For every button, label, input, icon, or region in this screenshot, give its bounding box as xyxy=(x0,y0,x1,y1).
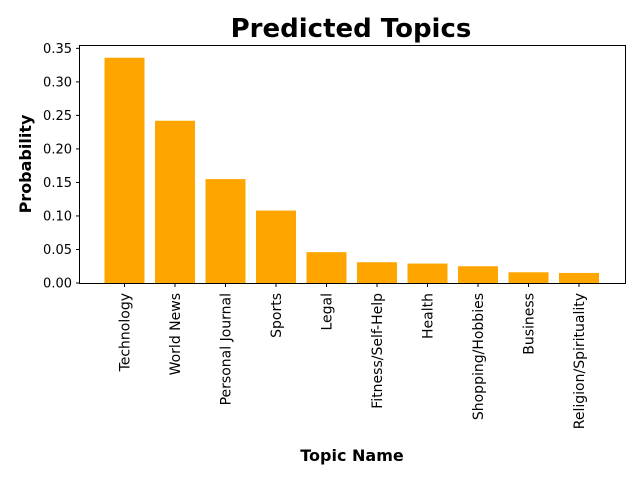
bar-sports xyxy=(256,210,296,283)
x-tick-label: Fitness/Self-Help xyxy=(370,293,386,409)
bar-legal xyxy=(306,252,347,283)
x-tick-label: World News xyxy=(168,293,184,375)
y-tick-label: 0.05 xyxy=(43,243,72,258)
x-tick-label: Technology xyxy=(118,293,134,372)
bars-group xyxy=(104,57,599,283)
y-tick-label: 0.35 xyxy=(43,42,72,57)
plot-frame xyxy=(79,45,626,284)
x-tick-label: Personal Journal xyxy=(219,293,235,405)
y-tick-label: 0.25 xyxy=(43,109,72,124)
x-axis-label: Topic Name xyxy=(300,446,404,465)
y-tick-label: 0.20 xyxy=(43,142,72,157)
bar-business xyxy=(508,272,549,283)
y-axis-label: Probability xyxy=(16,114,35,213)
y-tick-label: 0.15 xyxy=(43,176,72,191)
x-tick-label: Shopping/Hobbies xyxy=(471,293,487,420)
y-ticks-group: 0.00 0.05 0.10 0.15 0.20 0.25 0.30 0.35 xyxy=(43,42,80,292)
bar-fitness-self-help xyxy=(357,262,397,283)
y-tick-label: 0.00 xyxy=(43,277,72,292)
bar-personal-journal xyxy=(205,179,246,283)
bar-shopping-hobbies xyxy=(458,266,498,283)
bar-world-news xyxy=(155,120,195,283)
bar-religion-spirituality xyxy=(559,272,599,283)
x-tick-label: Legal xyxy=(320,293,336,331)
x-tick-label: Religion/Spirituality xyxy=(572,293,588,429)
x-ticks-group: Technology World News Personal Journal Spor… xyxy=(118,283,588,429)
y-tick-label: 0.10 xyxy=(43,209,72,224)
bar-technology xyxy=(104,57,145,283)
x-tick-label: Sports xyxy=(269,293,285,338)
bar-health xyxy=(407,263,448,283)
x-tick-label: Business xyxy=(522,293,538,355)
x-tick-label: Health xyxy=(421,293,437,339)
chart-title: Predicted Topics xyxy=(231,14,472,44)
y-tick-label: 0.30 xyxy=(43,75,72,90)
